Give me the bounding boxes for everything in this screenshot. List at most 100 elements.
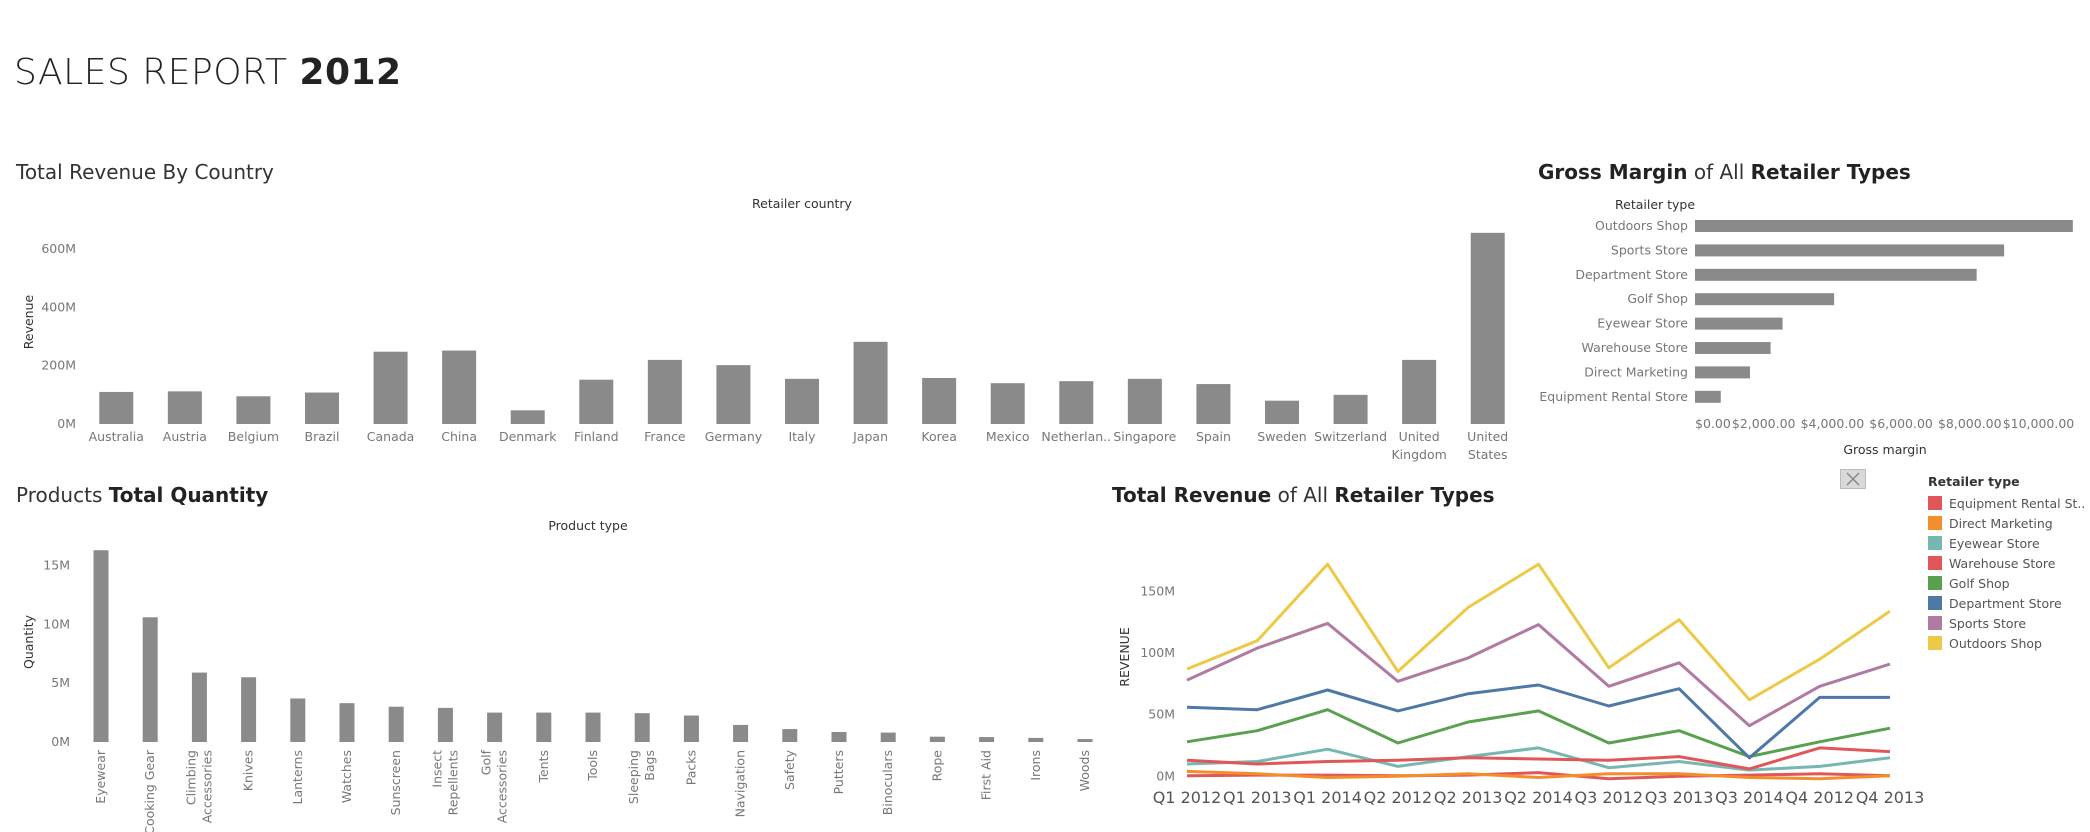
bar	[1265, 400, 1299, 424]
legend-swatch	[1928, 576, 1942, 590]
bar	[782, 729, 798, 742]
x-tick-label: Sunscreen	[388, 750, 403, 815]
bar	[831, 732, 847, 742]
x-tick-label: France	[644, 429, 686, 444]
chart-header: Retailer country	[752, 196, 853, 211]
y-axis-label: Quantity	[21, 614, 36, 669]
x-tick-label: Belgium	[228, 429, 279, 444]
y-tick-label: Direct Marketing	[1584, 364, 1688, 379]
x-tick-label: Q2 2013	[1434, 788, 1503, 807]
x-tick-label: Kingdom	[1391, 447, 1446, 462]
legend-label: Warehouse Store	[1949, 555, 2056, 571]
x-tick-label: Bags	[642, 750, 657, 781]
series-line	[1186, 746, 1891, 772]
bar	[1333, 394, 1368, 424]
x-tick-label: Canada	[367, 429, 415, 444]
products-quantity-title: Products Total Quantity	[16, 483, 268, 507]
legend-label: Department Store	[1949, 595, 2062, 611]
legend-title: Retailer type	[1928, 474, 2020, 489]
x-tick-label: Putters	[831, 750, 846, 794]
x-tick-label: Accessories	[199, 750, 214, 823]
bar	[442, 350, 477, 424]
chart-header: Product type	[548, 518, 628, 533]
bar	[536, 712, 552, 742]
y-tick-label: Warehouse Store	[1582, 340, 1689, 355]
x-tick-label: Japan	[852, 429, 888, 444]
x-tick-label: Climbing	[183, 750, 198, 805]
page-title: SALES REPORT 2012	[14, 52, 402, 93]
x-tick-label: Irons	[1028, 750, 1043, 781]
x-tick-label: Italy	[788, 429, 816, 444]
close-button[interactable]	[1840, 469, 1866, 489]
x-tick-label: Denmark	[499, 429, 557, 444]
x-tick-label: China	[441, 429, 477, 444]
x-tick-label: $2,000.00	[1732, 416, 1796, 431]
legend-label: Eyewear Store	[1949, 535, 2040, 551]
bar	[339, 703, 355, 742]
title-part: Retailer Types	[1750, 160, 1911, 184]
x-tick-label: Eyewear	[93, 749, 108, 804]
legend-item[interactable]: Outdoors Shop	[1928, 633, 2088, 653]
bar	[1196, 384, 1231, 424]
bar	[1470, 232, 1505, 424]
x-tick-label: Netherlan..	[1041, 429, 1111, 444]
products-quantity-chart: Product type Quantity 0M 5M 10M 15M Eyewear Coo…	[21, 518, 1093, 832]
bar	[853, 341, 888, 424]
legend-item[interactable]: Direct Marketing	[1928, 513, 2088, 533]
y-tick-label: 0M	[57, 416, 76, 431]
x-tick-label: Lanterns	[290, 750, 305, 805]
x-tick-label: Q1 2012	[1153, 788, 1222, 807]
x-tick-label: Q3 2014	[1715, 788, 1784, 807]
gross-margin-chart: Retailer type Outdoors Shop Sports Store De…	[1539, 197, 2075, 457]
y-tick-label: Golf Shop	[1627, 291, 1688, 306]
revenue-by-country-title: Total Revenue By Country	[16, 160, 274, 184]
legend-item[interactable]: Department Store	[1928, 593, 2088, 613]
series-line	[1186, 746, 1891, 771]
x-tick-label: Q1 2014	[1293, 788, 1362, 807]
x-tick-label: Singapore	[1113, 429, 1176, 444]
retailer-type-legend: Retailer type Equipment Rental St.. Direc…	[1928, 474, 2088, 653]
y-axis-label: Revenue	[21, 294, 36, 349]
y-tick-label: 15M	[43, 558, 70, 573]
x-tick-label: United	[1399, 429, 1440, 444]
title-part: Total Quantity	[108, 483, 269, 507]
legend-item[interactable]: Eyewear Store	[1928, 533, 2088, 553]
bar	[683, 715, 699, 742]
legend-item[interactable]: Golf Shop	[1928, 573, 2088, 593]
bar	[1695, 390, 1721, 403]
legend-item[interactable]: Equipment Rental St..	[1928, 493, 2088, 513]
y-tick-label: Department Store	[1575, 267, 1688, 282]
x-tick-label: $10,000.00	[2003, 416, 2075, 431]
gross-margin-title: Gross Margin of All Retailer Types	[1538, 160, 1911, 184]
bar	[1402, 359, 1437, 424]
y-tick-label: 150M	[1140, 583, 1175, 598]
bar	[241, 677, 257, 742]
legend-swatch	[1928, 556, 1942, 570]
legend-item[interactable]: Warehouse Store	[1928, 553, 2088, 573]
bar	[93, 550, 109, 742]
legend-swatch	[1928, 516, 1942, 530]
x-tick-label: States	[1468, 447, 1508, 462]
revenue-retailer-types-chart: REVENUE 0M 50M 100M 150M Q1 2012 Q1 2013 Q1 201…	[1117, 562, 1924, 807]
bar	[510, 410, 545, 424]
legend-item[interactable]: Sports Store	[1928, 613, 2088, 633]
x-tick-label: Q3 2013	[1645, 788, 1714, 807]
legend-swatch	[1928, 536, 1942, 550]
y-tick-label: 200M	[41, 358, 76, 373]
bar	[990, 383, 1025, 424]
bar	[1695, 342, 1771, 354]
x-tick-label: Woods	[1077, 750, 1092, 791]
bar	[647, 359, 682, 424]
x-tick-label: Spain	[1196, 429, 1231, 444]
x-tick-label: Tents	[536, 750, 551, 784]
x-tick-label: Accessories	[495, 750, 510, 823]
x-tick-label: Sleeping	[626, 750, 641, 804]
bar	[1695, 366, 1750, 379]
x-tick-label: Watches	[339, 750, 354, 803]
bar	[1077, 739, 1093, 742]
x-tick-label: Repellents	[445, 750, 460, 815]
legend-label: Direct Marketing	[1949, 515, 2053, 531]
title-part: Products	[16, 483, 109, 507]
bar	[1695, 244, 2005, 257]
x-tick-label: Navigation	[733, 750, 748, 817]
